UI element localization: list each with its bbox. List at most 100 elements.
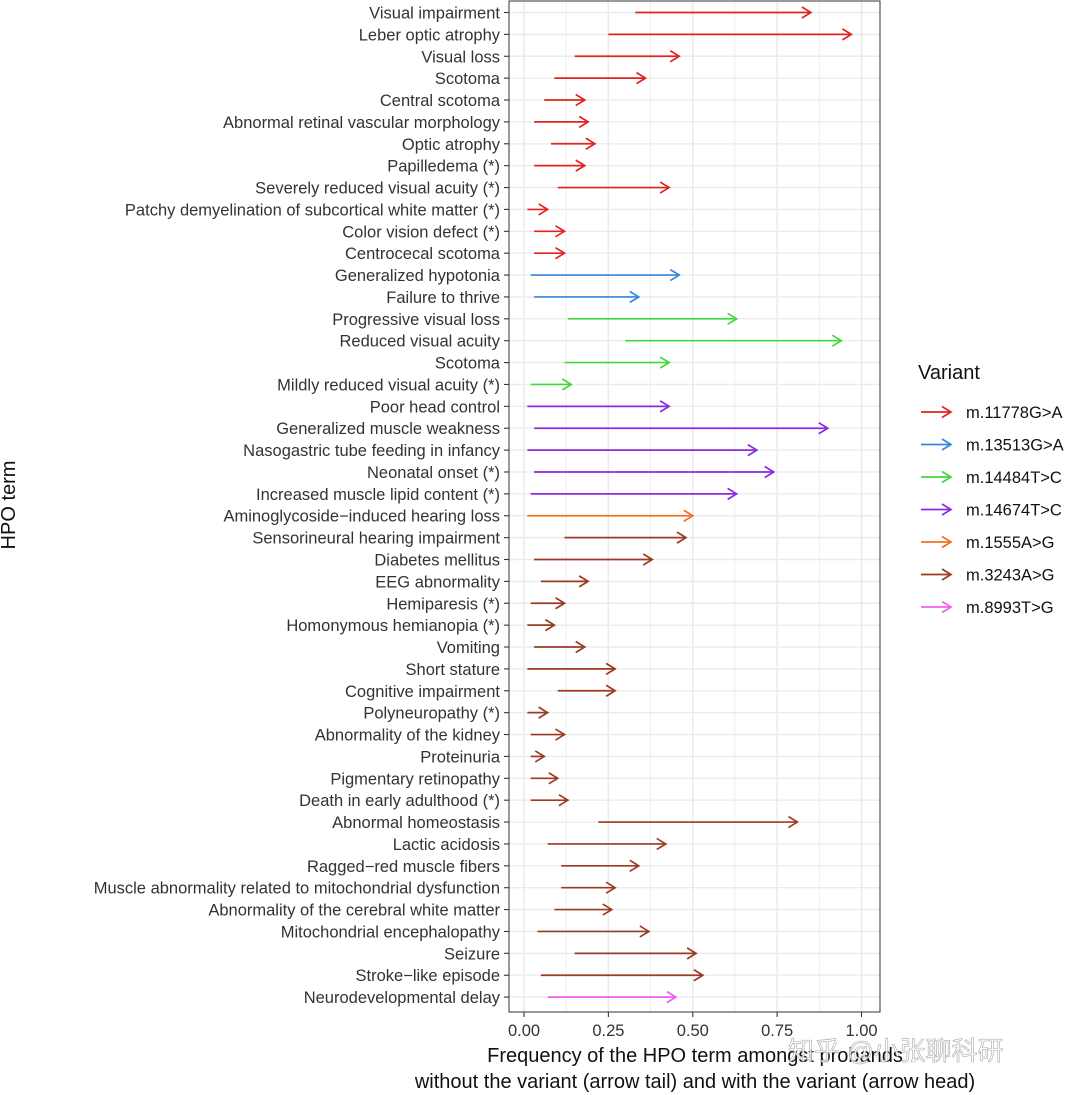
legend-key-arrowhead <box>941 438 953 451</box>
y-tick-label: Color vision defect (*) <box>342 223 500 241</box>
arrow-head <box>676 531 688 544</box>
y-tick-label: Muscle abnormality related to mitochondr… <box>94 880 500 898</box>
arrow-head <box>548 772 560 785</box>
y-tick-label: Generalized muscle weakness <box>276 420 500 438</box>
y-tick-label: Nasogastric tube feeding in infancy <box>243 442 501 460</box>
arrow-m.14484T>C <box>625 334 843 347</box>
arrow-head <box>686 947 698 960</box>
legend-key-arrowhead <box>941 568 953 581</box>
arrow-head <box>669 50 681 63</box>
arrow-m.3243A>G <box>547 837 668 851</box>
arrow-m.1555A>G <box>527 509 695 522</box>
arrows <box>527 6 854 1004</box>
arrow-head <box>575 640 587 654</box>
y-tick-label: Scotoma <box>435 70 501 88</box>
arrow-head <box>544 618 557 632</box>
arrow-m.3243A>G <box>530 772 560 785</box>
arrow-m.3243A>G <box>530 597 567 610</box>
arrow-m.3243A>G <box>564 531 688 544</box>
arrow-m.14484T>C <box>530 378 573 391</box>
y-tick-label: Stroke−like episode <box>356 967 500 985</box>
arrow-m.11778G>A <box>574 50 681 63</box>
arrow-m.3243A>G <box>537 925 651 938</box>
arrow-head <box>538 706 550 719</box>
x-tick-label: 0.50 <box>677 1022 709 1040</box>
grid <box>509 1 880 1012</box>
y-tick-label: Sensorineural hearing impairment <box>252 530 500 548</box>
legend: Variant m.11778G>A m.13513G>A m.14484T>C m.… <box>918 362 1064 617</box>
y-axis-title: HPO term <box>0 461 20 550</box>
arrow-m.3243A>G <box>574 947 698 960</box>
y-tick-label: Increased muscle lipid content (*) <box>256 486 500 504</box>
x-axis-title-line2: without the variant (arrow tail) and wit… <box>414 1071 975 1093</box>
arrow-head <box>629 859 641 873</box>
x-axis-ticks: 0.00 0.25 0.50 0.75 1.00 <box>508 1012 878 1040</box>
arrow-head <box>534 750 546 763</box>
y-tick-label: Abnormality of the kidney <box>315 727 501 745</box>
arrow-head <box>818 421 830 435</box>
arrow-m.11778G>A <box>551 137 597 151</box>
watermark-text: 知乎 @小张聊科研 <box>788 1036 1004 1066</box>
legend-label: m.11778G>A <box>966 404 1062 422</box>
arrow-m.8993T>G <box>547 990 678 1004</box>
arrow-head <box>747 443 759 457</box>
arrow-m.3243A>G <box>561 881 617 894</box>
arrow-head <box>764 465 776 479</box>
y-tick-label: Central scotoma <box>380 92 501 110</box>
arrow-m.3243A>G <box>598 815 800 829</box>
arrow-m.3243A>G <box>554 903 614 916</box>
arrow-m.14674T>C <box>534 465 776 479</box>
arrow-head <box>642 553 654 566</box>
arrow-head <box>605 881 617 894</box>
y-tick-label: Generalized hypotonia <box>335 267 501 285</box>
y-tick-label: Failure to thrive <box>386 289 500 307</box>
arrow-head <box>659 181 671 194</box>
arrow-head <box>538 203 550 216</box>
y-tick-label: Optic atrophy <box>402 136 501 154</box>
arrow-head <box>605 684 617 698</box>
arrow-m.11778G>A <box>527 203 550 216</box>
arrow-head <box>659 400 671 413</box>
arrow-head <box>727 487 739 501</box>
arrow-m.3243A>G <box>540 968 705 982</box>
arrow-m.3243A>G <box>530 728 567 741</box>
x-tick-label: 1.00 <box>845 1022 877 1040</box>
arrow-head <box>693 968 705 982</box>
arrow-m.14674T>C <box>527 443 759 457</box>
y-tick-label: Polyneuropathy (*) <box>363 705 500 723</box>
arrow-m.11778G>A <box>534 246 567 260</box>
legend-item: m.8993T>G <box>921 599 1054 617</box>
legend-item: m.11778G>A <box>921 404 1062 422</box>
y-tick-label: Cognitive impairment <box>345 683 500 701</box>
arrow-m.14674T>C <box>534 421 830 435</box>
arrow-head <box>639 925 651 938</box>
arrow-m.3243A>G <box>534 640 587 654</box>
arrow-head <box>561 378 573 391</box>
x-tick-label: 0.00 <box>508 1022 540 1040</box>
arrow-head <box>629 290 641 304</box>
arrow-head <box>636 71 648 85</box>
y-tick-label: Lactic acidosis <box>393 836 500 854</box>
y-tick-label: Mitochondrial encephalopathy <box>281 923 501 941</box>
y-tick-label: Leber optic atrophy <box>359 26 501 44</box>
y-tick-label: Aminoglycoside−induced hearing loss <box>223 508 500 526</box>
arrow-m.11778G>A <box>544 93 587 107</box>
arrow-m.11778G>A <box>534 159 587 172</box>
arrow-m.11778G>A <box>534 115 590 129</box>
x-tick-label: 0.75 <box>761 1022 793 1040</box>
y-tick-label: Severely reduced visual acuity (*) <box>255 180 500 198</box>
y-tick-label: Visual impairment <box>369 5 500 23</box>
y-tick-label: Homonymous hemianopia (*) <box>286 617 500 635</box>
x-tick-label: 0.25 <box>592 1022 624 1040</box>
arrow-head <box>575 159 587 172</box>
y-tick-label: Proteinuria <box>420 748 501 766</box>
arrow-m.14484T>C <box>567 312 739 326</box>
arrow-head <box>787 815 800 829</box>
arrow-m.3243A>G <box>530 793 570 807</box>
arrow-m.3243A>G <box>527 706 550 719</box>
arrow-head <box>555 246 567 260</box>
arrow-m.3243A>G <box>527 662 617 676</box>
arrow-m.14674T>C <box>527 400 671 413</box>
arrow-head <box>666 990 678 1004</box>
